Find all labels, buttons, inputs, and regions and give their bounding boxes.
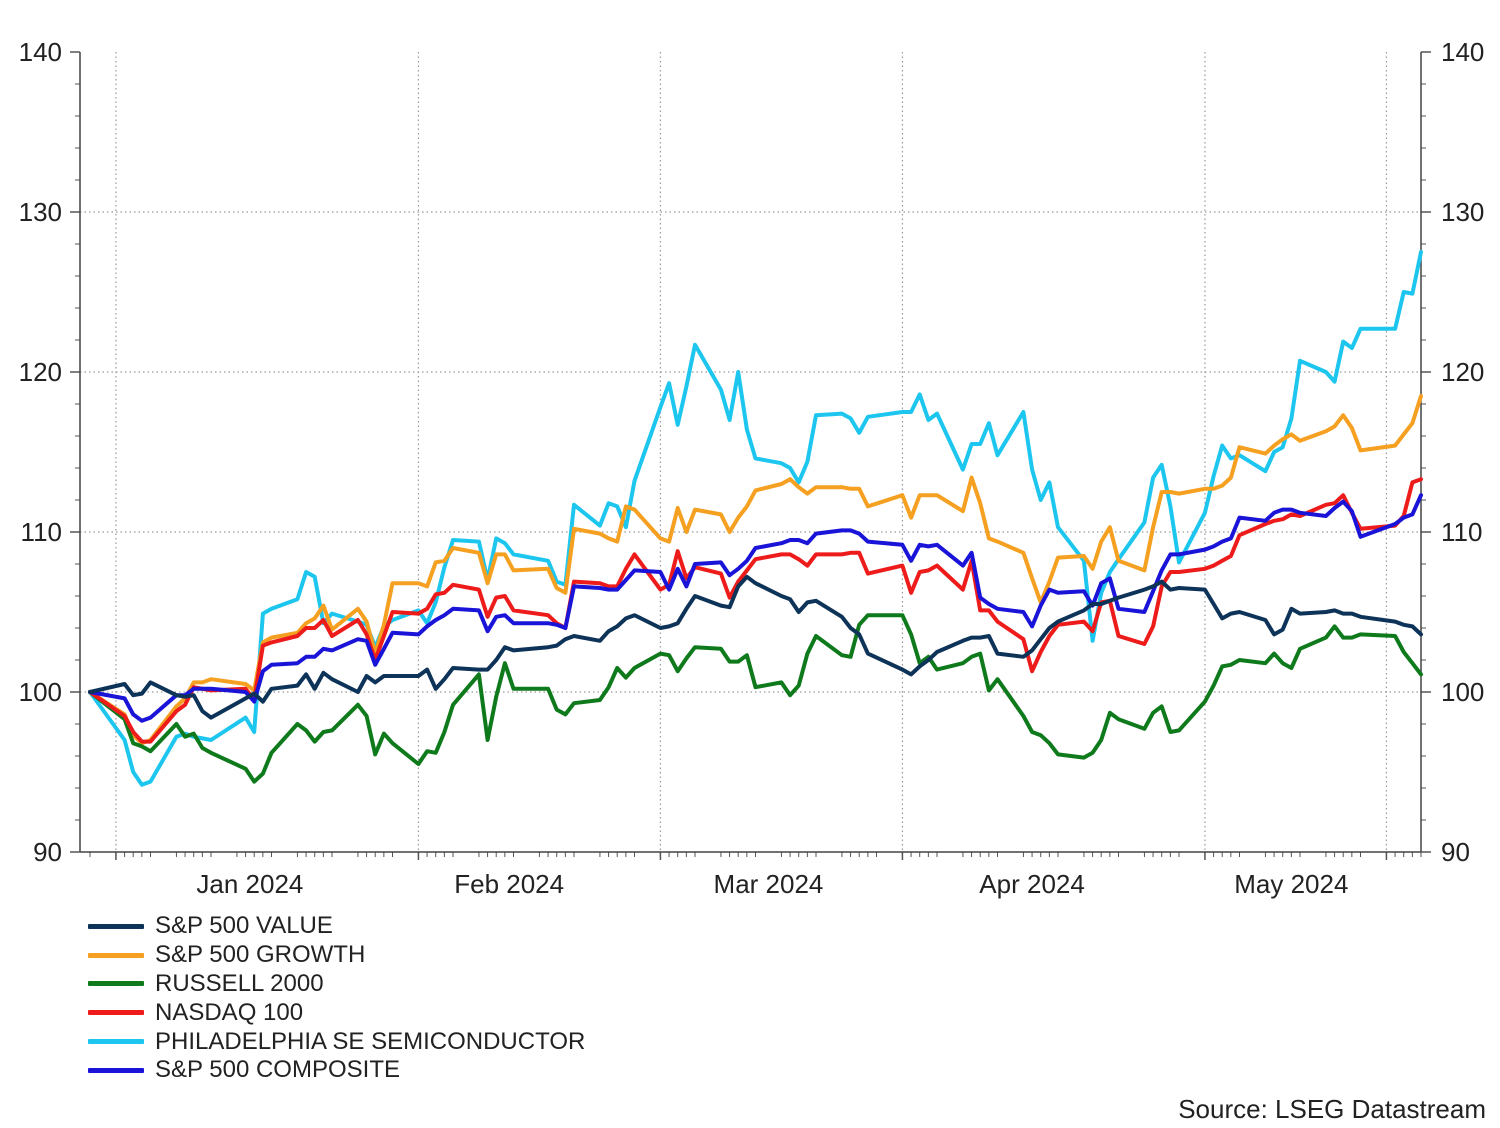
chart-legend: S&P 500 VALUE S&P 500 GROWTH RUSSELL 2000 N… [88, 912, 585, 1085]
legend-item: NASDAQ 100 [88, 998, 585, 1027]
y-tick-label-right: 120 [1441, 357, 1484, 387]
legend-label: S&P 500 VALUE [155, 912, 333, 940]
y-tick-label-left: 120 [19, 357, 62, 387]
x-tick-label: Mar 2024 [714, 869, 824, 899]
x-tick-label: Feb 2024 [454, 869, 564, 899]
source-note: Source: LSEG Datastream [1178, 1094, 1486, 1124]
legend-swatch [88, 981, 144, 987]
y-tick-label-left: 110 [21, 517, 62, 547]
y-tick-label-left: 130 [19, 197, 62, 227]
series-line [88, 477, 1423, 744]
series-line [88, 394, 1423, 746]
y-tick-label-right: 140 [1441, 37, 1484, 67]
legend-label: PHILADELPHIA SE SEMICONDUCTOR [155, 1027, 586, 1055]
legend-item: RUSSELL 2000 [88, 970, 585, 999]
y-tick-label-right: 110 [1441, 517, 1482, 547]
legend-label: NASDAQ 100 [155, 998, 304, 1026]
series-line [88, 613, 1423, 784]
legend-swatch [88, 1039, 144, 1045]
legend-item: S&P 500 GROWTH [88, 941, 585, 970]
x-tick-label: Apr 2024 [979, 869, 1085, 899]
y-tick-label-right: 90 [1441, 837, 1470, 867]
legend-swatch [88, 1010, 144, 1016]
series-line [88, 493, 1423, 723]
y-tick-label-right: 100 [1441, 677, 1484, 707]
legend-item: S&P 500 COMPOSITE [88, 1056, 585, 1085]
x-tick-label: Jan 2024 [196, 869, 303, 899]
legend-swatch [88, 1067, 144, 1073]
series-line [88, 574, 1423, 720]
legend-label: RUSSELL 2000 [155, 969, 324, 997]
y-tick-label-right: 130 [1441, 197, 1484, 227]
y-tick-label-left: 100 [19, 677, 62, 707]
legend-item: PHILADELPHIA SE SEMICONDUCTOR [88, 1027, 585, 1056]
y-tick-label-left: 90 [33, 837, 62, 867]
legend-swatch [88, 952, 144, 958]
series-line [88, 250, 1423, 787]
legend-label: S&P 500 GROWTH [155, 941, 366, 969]
x-tick-label: May 2024 [1234, 869, 1348, 899]
y-tick-label-left: 140 [19, 37, 62, 67]
legend-label: S&P 500 COMPOSITE [155, 1056, 400, 1084]
legend-item: S&P 500 VALUE [88, 912, 585, 941]
legend-swatch [88, 923, 144, 929]
